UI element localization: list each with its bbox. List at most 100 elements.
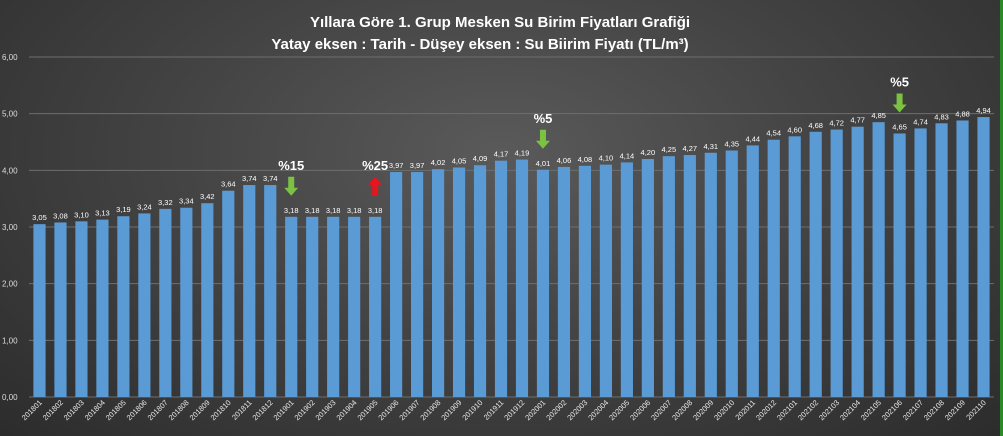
data-label: 4,74 <box>913 117 928 126</box>
bar <box>851 126 864 397</box>
bar <box>788 136 801 398</box>
x-tick-label: 201912 <box>502 398 526 422</box>
y-tick-label: 6,00 <box>2 53 18 62</box>
annotation-label: %5 <box>890 75 909 90</box>
x-tick-label: 201811 <box>230 398 254 422</box>
x-tick-label: 202107 <box>901 398 925 422</box>
x-tick-label: 201804 <box>83 398 107 422</box>
bar <box>620 162 633 397</box>
bar <box>977 117 990 398</box>
bar <box>348 216 361 397</box>
data-label: 3,97 <box>389 161 404 170</box>
data-label: 3,42 <box>200 192 215 201</box>
data-label: 4,17 <box>494 150 509 159</box>
x-tick-label: 202003 <box>565 398 589 422</box>
data-label: 4,05 <box>452 157 467 166</box>
annotations: %15 %25 %5 %5 <box>278 75 909 196</box>
arrow-down-icon <box>892 93 907 113</box>
x-tick-label: 201908 <box>418 398 442 422</box>
bar <box>431 169 445 397</box>
x-tick-label: 202011 <box>733 398 757 422</box>
bar <box>96 219 109 397</box>
data-label: 3,18 <box>305 206 320 215</box>
bar <box>201 203 214 397</box>
bar <box>578 165 592 397</box>
data-label: 4,10 <box>599 154 614 163</box>
bar <box>285 216 298 397</box>
data-label: 3,32 <box>158 198 173 207</box>
x-tick-label: 201909 <box>439 398 463 422</box>
data-label: 4,94 <box>976 106 991 115</box>
y-tick-label: 0,00 <box>2 393 18 402</box>
bar <box>494 160 508 397</box>
data-label: 3,97 <box>410 161 425 170</box>
y-tick-label: 3,00 <box>2 223 18 232</box>
data-label: 4,77 <box>850 116 865 125</box>
data-label: 4,72 <box>829 119 844 128</box>
x-axis: 2018012018022018032018042018052018062018… <box>20 398 988 422</box>
arrow-down-icon <box>284 176 299 196</box>
x-tick-label: 201904 <box>335 398 359 422</box>
data-label: 3,74 <box>242 174 257 183</box>
bar <box>138 213 151 397</box>
data-label: 4,06 <box>557 156 572 165</box>
bar <box>536 169 550 397</box>
bar <box>390 172 403 397</box>
bar <box>746 145 759 397</box>
data-label: 3,34 <box>179 197 194 206</box>
bar <box>117 216 130 397</box>
x-tick-label: 202104 <box>838 398 862 422</box>
data-label: 4,68 <box>808 121 823 130</box>
data-label: 3,19 <box>116 205 131 214</box>
bar <box>956 120 969 397</box>
data-label: 3,18 <box>368 206 383 215</box>
bar <box>641 159 654 397</box>
x-tick-label: 201802 <box>41 398 65 422</box>
x-tick-label: 202108 <box>922 398 946 422</box>
x-tick-label: 201801 <box>20 398 44 422</box>
grid-lines <box>29 56 994 398</box>
data-label: 3,24 <box>137 202 152 211</box>
x-tick-label: 202102 <box>796 398 820 422</box>
bar-series <box>33 117 990 398</box>
y-tick-label: 2,00 <box>2 280 18 289</box>
bar <box>222 190 235 397</box>
data-label: 4,20 <box>641 148 656 157</box>
x-tick-label: 202106 <box>880 398 904 422</box>
bar <box>830 129 843 398</box>
x-tick-label: 201812 <box>251 398 275 422</box>
data-label: 3,64 <box>221 180 236 189</box>
data-label: 4,31 <box>703 142 718 151</box>
bar <box>809 131 822 398</box>
x-tick-label: 202103 <box>817 398 841 422</box>
chart-subtitle: Yatay eksen : Tarih - Düşey eksen : Su B… <box>271 36 688 53</box>
x-tick-label: 201803 <box>62 398 86 422</box>
data-label: 4,08 <box>578 155 593 164</box>
y-axis: 0,00 1,00 2,00 3,00 4,00 5,00 6,00 <box>2 53 18 402</box>
bar <box>662 156 675 397</box>
x-tick-label: 202105 <box>859 398 883 422</box>
data-label: 4,35 <box>724 140 739 149</box>
bar <box>327 216 340 397</box>
data-label: 4,54 <box>766 129 781 138</box>
bar <box>914 128 927 397</box>
x-tick-label: 201901 <box>272 398 296 422</box>
data-label: 3,18 <box>347 206 362 215</box>
x-tick-label: 202002 <box>544 398 568 422</box>
bar <box>306 216 319 397</box>
bar <box>893 133 906 397</box>
bar <box>557 166 571 397</box>
bar <box>54 222 67 397</box>
annotation-label: %5 <box>534 111 553 126</box>
bar <box>243 185 256 397</box>
x-tick-label: 201810 <box>209 398 233 422</box>
bar <box>683 155 696 397</box>
bar <box>704 152 717 397</box>
data-label: 4,83 <box>934 112 949 121</box>
bar <box>33 224 46 397</box>
x-tick-label: 202109 <box>943 398 967 422</box>
x-tick-label: 202008 <box>670 398 694 422</box>
data-label: 4,44 <box>745 134 760 143</box>
x-tick-label: 201809 <box>188 398 212 422</box>
